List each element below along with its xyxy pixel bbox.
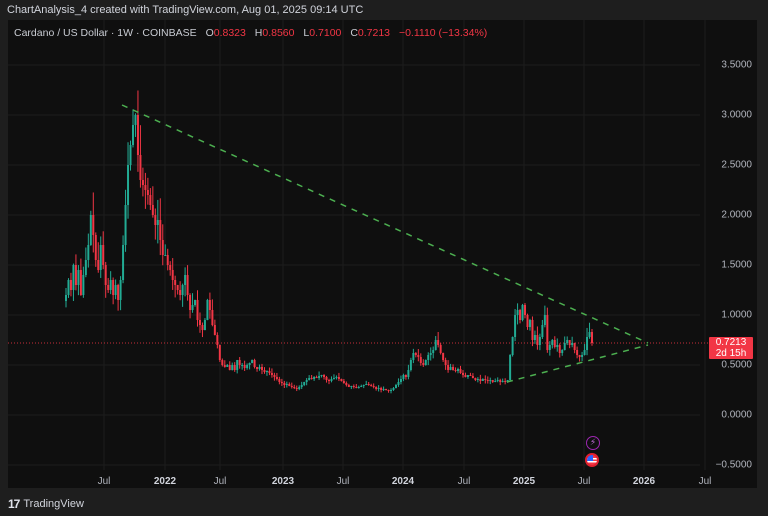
time-tick: 2025 (512, 476, 536, 487)
tv-logo-icon: 17 (8, 497, 20, 511)
time-tick: Jul (97, 476, 111, 487)
price-tick: −0.5000 (715, 459, 752, 471)
price-tick: 1.0000 (721, 309, 752, 321)
time-tick: 2022 (153, 476, 177, 487)
us-flag-icon[interactable] (585, 453, 599, 467)
open-value: 0.8323 (213, 27, 246, 39)
upper-trendline (121, 104, 649, 344)
change-value: −0.1110 (−13.34%) (398, 27, 488, 39)
chart-panel[interactable] (8, 20, 757, 488)
chart-caption: ChartAnalysis_4 created with TradingView… (7, 4, 364, 16)
time-tick: Jul (213, 476, 227, 487)
candles (65, 90, 593, 394)
price-tick: 3.0000 (721, 109, 752, 121)
time-tick: Jul (577, 476, 591, 487)
time-tick: 2023 (271, 476, 295, 487)
close-value: 0.7213 (357, 27, 391, 39)
time-tick: 2026 (632, 476, 656, 487)
footer-branding: 17 TradingView (8, 497, 84, 511)
price-tick: 2.5000 (721, 159, 752, 171)
current-price-tag: 0.7213 2d 15h (709, 337, 753, 359)
time-tick: Jul (698, 476, 712, 487)
grid-lines (8, 20, 706, 470)
price-tick: 1.5000 (721, 259, 752, 271)
price-tick: 0.0000 (721, 409, 752, 421)
lightning-icon[interactable]: ⚡ (586, 436, 600, 450)
price-tick: 2.0000 (721, 209, 752, 221)
symbol-title[interactable]: Cardano / US Dollar · 1W · COINBASE (14, 27, 197, 39)
low-value: 0.7100 (309, 27, 342, 39)
time-tick: Jul (336, 476, 350, 487)
time-tick: Jul (457, 476, 471, 487)
lower-trendline (506, 344, 649, 383)
high-value: 0.8560 (262, 27, 295, 39)
time-tick: 2024 (391, 476, 415, 487)
ohlc-legend: Cardano / US Dollar · 1W · COINBASE O0.8… (14, 27, 488, 39)
price-tick: 0.5000 (721, 359, 752, 371)
price-tick: 3.5000 (721, 59, 752, 71)
